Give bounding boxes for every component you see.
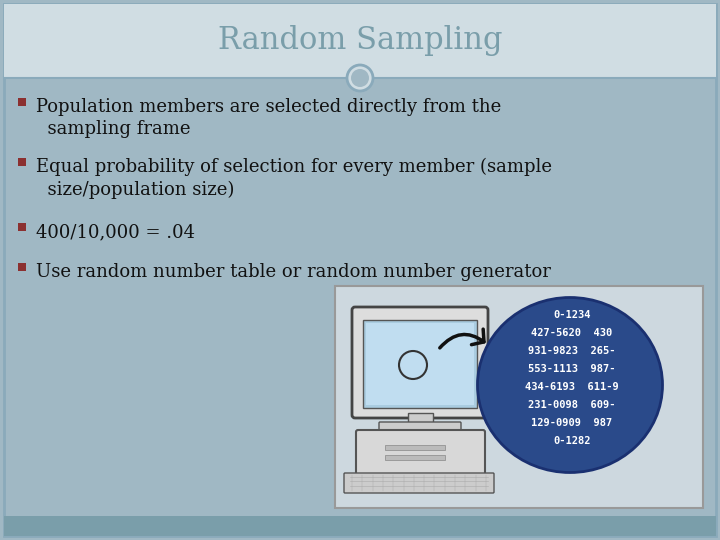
FancyBboxPatch shape xyxy=(344,473,494,493)
Bar xyxy=(385,445,445,450)
Bar xyxy=(4,516,716,536)
Bar xyxy=(18,223,26,231)
Text: 553-1113  987-: 553-1113 987- xyxy=(528,364,616,374)
Text: 0-1234: 0-1234 xyxy=(553,310,590,320)
Text: Equal probability of selection for every member (sample
  size/population size): Equal probability of selection for every… xyxy=(36,158,552,199)
Bar xyxy=(18,98,26,106)
FancyArrowPatch shape xyxy=(440,329,484,348)
Text: Population members are selected directly from the
  sampling frame: Population members are selected directly… xyxy=(36,98,501,138)
Bar xyxy=(18,158,26,166)
Text: 434-6193  611-9: 434-6193 611-9 xyxy=(525,382,619,392)
Circle shape xyxy=(351,69,369,87)
Circle shape xyxy=(347,65,373,91)
FancyBboxPatch shape xyxy=(356,430,485,477)
FancyBboxPatch shape xyxy=(366,323,474,405)
Text: Random Sampling: Random Sampling xyxy=(217,25,503,57)
Bar xyxy=(385,455,445,460)
FancyBboxPatch shape xyxy=(363,320,477,408)
Text: 129-0909  987: 129-0909 987 xyxy=(531,418,613,428)
Text: Use random number table or random number generator: Use random number table or random number… xyxy=(36,263,551,281)
Text: 231-0098  609-: 231-0098 609- xyxy=(528,400,616,410)
FancyBboxPatch shape xyxy=(379,422,461,436)
FancyBboxPatch shape xyxy=(335,286,703,508)
Text: 427-5620  430: 427-5620 430 xyxy=(531,328,613,338)
Text: 400/10,000 = .04: 400/10,000 = .04 xyxy=(36,223,195,241)
Bar xyxy=(4,4,716,78)
FancyBboxPatch shape xyxy=(352,307,488,418)
Ellipse shape xyxy=(477,298,662,472)
Bar xyxy=(408,413,433,427)
Text: 931-9823  265-: 931-9823 265- xyxy=(528,346,616,356)
Bar xyxy=(18,263,26,271)
Text: 0-1282: 0-1282 xyxy=(553,436,590,446)
